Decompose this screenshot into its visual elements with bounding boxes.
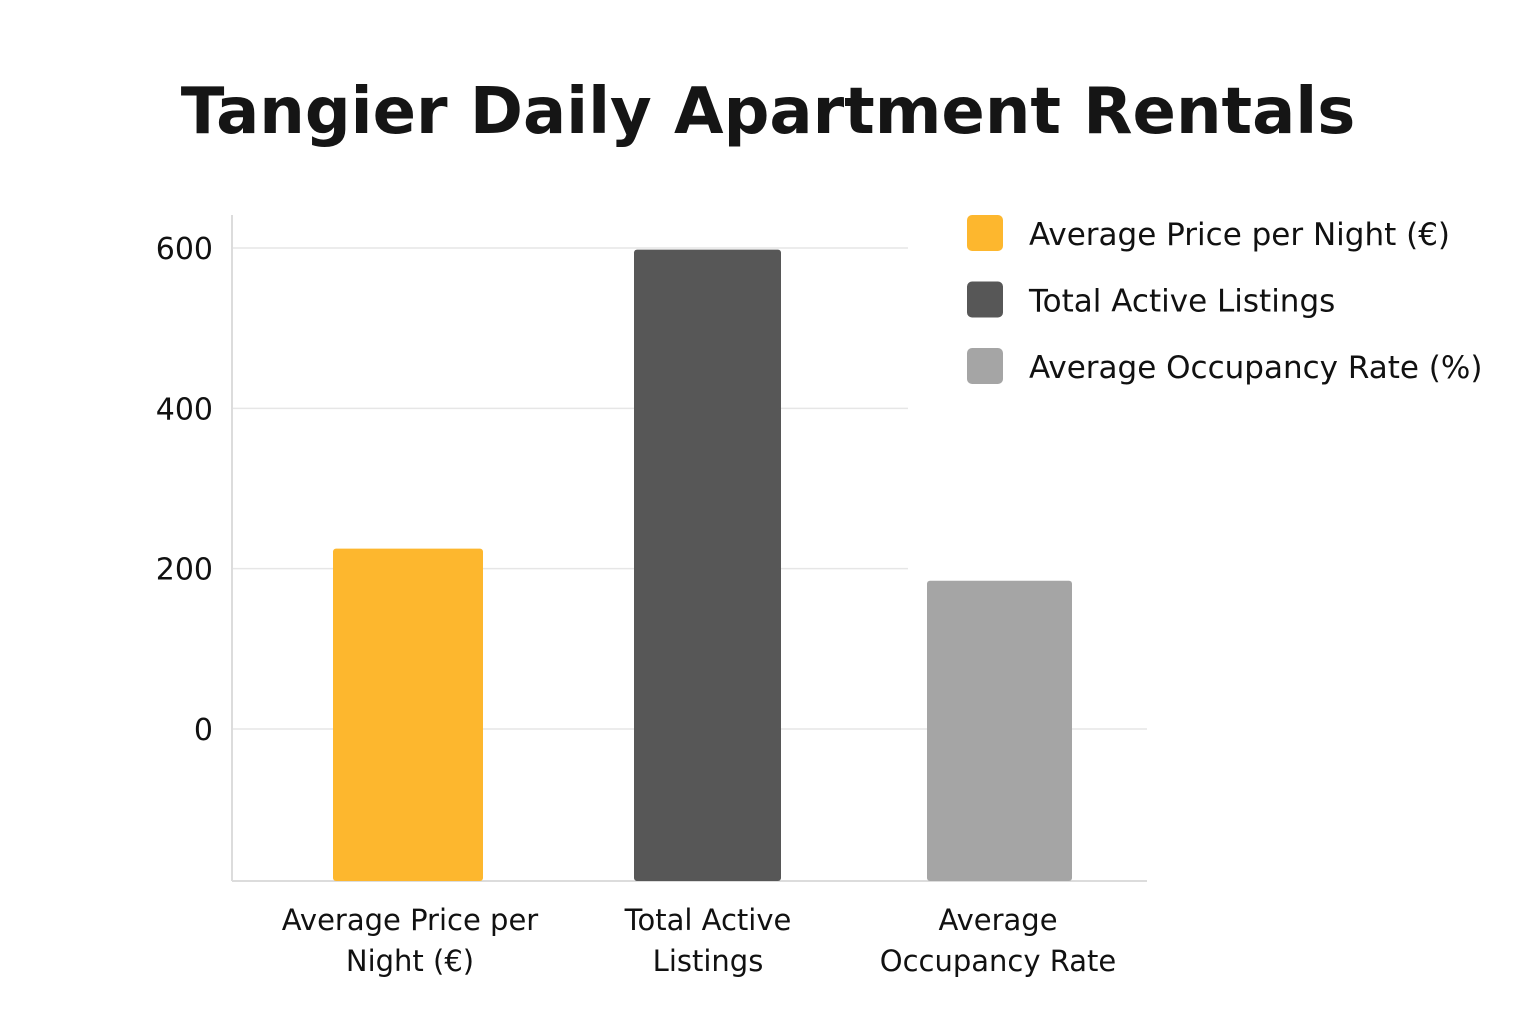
legend-swatch bbox=[967, 215, 1003, 251]
legend-label: Average Occupancy Rate (%) bbox=[1029, 350, 1482, 386]
bars bbox=[333, 249, 1072, 881]
legend-label: Total Active Listings bbox=[1028, 284, 1335, 320]
y-tick-label: 0 bbox=[194, 713, 213, 748]
bar-3 bbox=[927, 580, 1072, 881]
x-category-label: Average Price per Night (€) bbox=[282, 903, 539, 978]
x-category-labels: Average Price per Night (€) Total Active Li… bbox=[282, 903, 1116, 978]
x-category-label: Average Occupancy Rate bbox=[880, 903, 1116, 978]
legend-label: Average Price per Night (€) bbox=[1029, 217, 1450, 253]
chart-title: Tangier Daily Apartment Rentals bbox=[181, 75, 1356, 149]
y-tick-label: 400 bbox=[156, 392, 213, 427]
bar-1 bbox=[333, 548, 483, 881]
legend-swatch bbox=[967, 281, 1003, 318]
bar-2 bbox=[634, 249, 781, 881]
y-tick-labels: 0 200 400 600 bbox=[156, 232, 213, 748]
legend: Average Price per Night (€) Total Active … bbox=[967, 215, 1482, 386]
x-category-label: Total Active Listings bbox=[624, 903, 792, 978]
y-tick-label: 600 bbox=[156, 232, 213, 267]
y-tick-label: 200 bbox=[156, 553, 213, 588]
legend-swatch bbox=[967, 348, 1003, 384]
